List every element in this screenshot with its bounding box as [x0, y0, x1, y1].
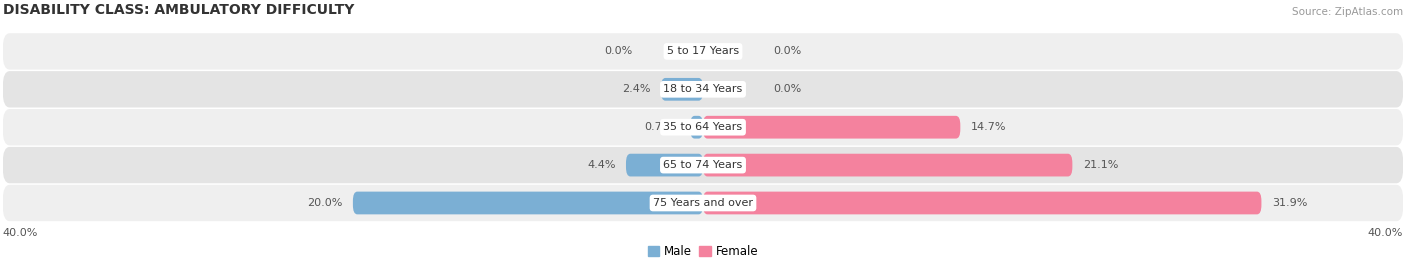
Text: 40.0%: 40.0%: [3, 228, 38, 238]
FancyBboxPatch shape: [626, 154, 703, 176]
Text: 65 to 74 Years: 65 to 74 Years: [664, 160, 742, 170]
Legend: Male, Female: Male, Female: [643, 241, 763, 263]
FancyBboxPatch shape: [3, 33, 1403, 70]
FancyBboxPatch shape: [3, 71, 1403, 107]
Text: 5 to 17 Years: 5 to 17 Years: [666, 46, 740, 57]
FancyBboxPatch shape: [661, 78, 703, 101]
Text: 0.73%: 0.73%: [644, 122, 679, 132]
Text: 2.4%: 2.4%: [621, 84, 651, 94]
Text: 35 to 64 Years: 35 to 64 Years: [664, 122, 742, 132]
FancyBboxPatch shape: [703, 154, 1073, 176]
Text: 0.0%: 0.0%: [773, 84, 801, 94]
Text: DISABILITY CLASS: AMBULATORY DIFFICULTY: DISABILITY CLASS: AMBULATORY DIFFICULTY: [3, 3, 354, 17]
Text: 40.0%: 40.0%: [1368, 228, 1403, 238]
Text: 75 Years and over: 75 Years and over: [652, 198, 754, 208]
Text: 0.0%: 0.0%: [773, 46, 801, 57]
Text: 14.7%: 14.7%: [970, 122, 1007, 132]
FancyBboxPatch shape: [3, 185, 1403, 221]
Text: 31.9%: 31.9%: [1272, 198, 1308, 208]
FancyBboxPatch shape: [703, 116, 960, 139]
Text: 20.0%: 20.0%: [307, 198, 343, 208]
FancyBboxPatch shape: [703, 192, 1261, 214]
Text: 0.0%: 0.0%: [605, 46, 633, 57]
FancyBboxPatch shape: [3, 147, 1403, 183]
FancyBboxPatch shape: [3, 109, 1403, 146]
Text: Source: ZipAtlas.com: Source: ZipAtlas.com: [1292, 7, 1403, 17]
Text: 4.4%: 4.4%: [586, 160, 616, 170]
FancyBboxPatch shape: [690, 116, 703, 139]
Text: 21.1%: 21.1%: [1083, 160, 1118, 170]
Text: 18 to 34 Years: 18 to 34 Years: [664, 84, 742, 94]
FancyBboxPatch shape: [353, 192, 703, 214]
